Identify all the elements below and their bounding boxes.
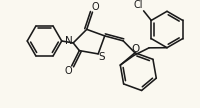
Text: O: O [131, 44, 140, 54]
Text: S: S [99, 52, 105, 62]
Text: Cl: Cl [133, 0, 143, 10]
Text: N: N [65, 36, 72, 46]
Text: O: O [92, 2, 99, 12]
Text: O: O [64, 66, 72, 76]
